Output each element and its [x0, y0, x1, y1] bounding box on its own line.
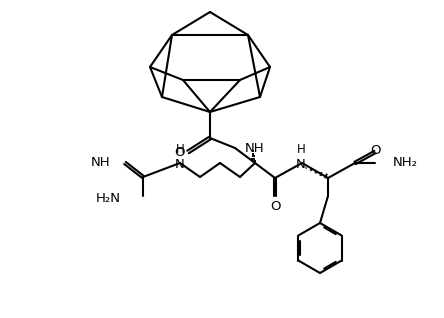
Text: H₂N: H₂N [96, 191, 121, 204]
Text: NH: NH [245, 142, 265, 156]
Text: H: H [176, 143, 184, 156]
Text: NH: NH [91, 156, 110, 169]
Text: N: N [296, 157, 306, 170]
Text: H: H [297, 143, 305, 156]
Text: O: O [370, 143, 380, 156]
Text: N: N [175, 157, 185, 170]
Text: NH₂: NH₂ [393, 156, 418, 169]
Text: O: O [174, 146, 184, 158]
Text: O: O [270, 200, 280, 213]
